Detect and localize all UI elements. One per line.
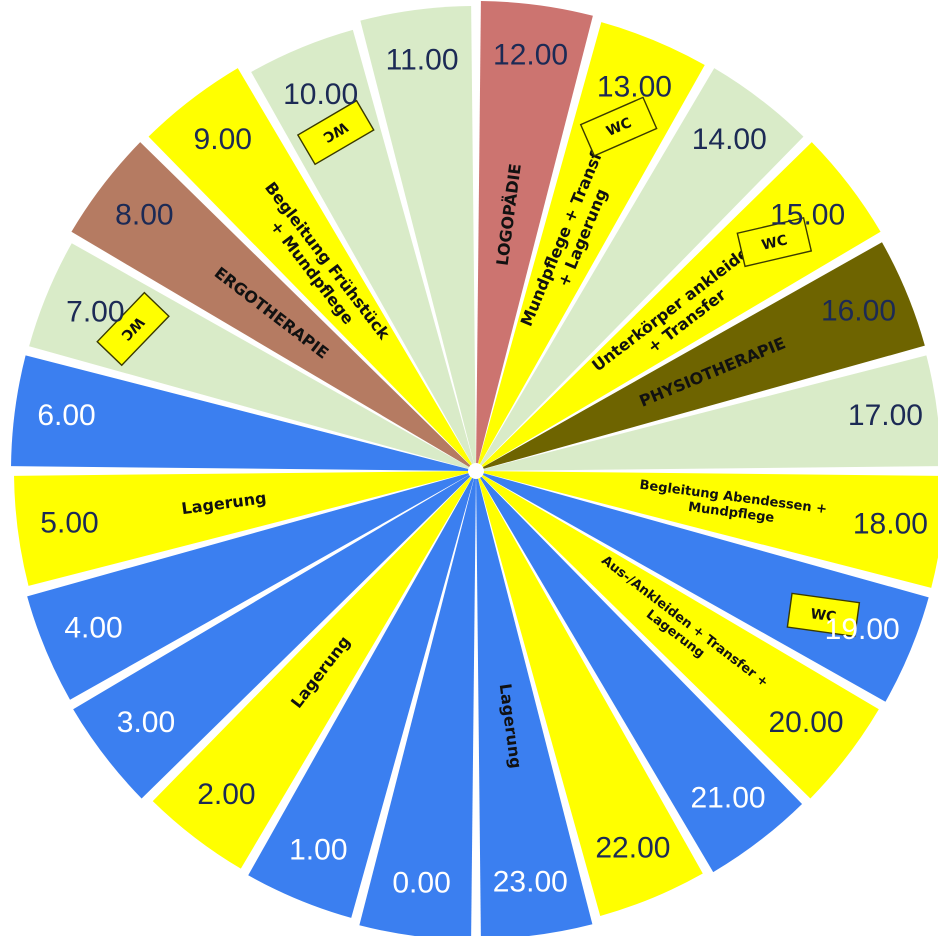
hour-label-14.00: 14.00 — [692, 123, 767, 156]
sector-17.00 — [479, 355, 938, 471]
sector-21.00 — [478, 473, 803, 873]
sector-22.00 — [477, 474, 703, 916]
hour-labels: 0.00 1.00 2.00 3.00 4.00 5.00 6.00 7.00 8.00 9.00… — [37, 38, 928, 899]
svg-text:WC: WC — [760, 232, 789, 253]
hour-label-1.00: 1.00 — [289, 834, 347, 867]
hour-label-17.00: 17.00 — [848, 399, 923, 432]
hour-label-3.00: 3.00 — [117, 706, 175, 739]
wc-markers: WC WC WC WC WC — [96, 96, 861, 638]
sector-2.00 — [152, 473, 474, 869]
sector-23.00 — [476, 474, 593, 936]
hour-label-9.00: 9.00 — [194, 123, 252, 156]
sector-11.00 — [360, 6, 476, 468]
sector-19.00 — [479, 472, 929, 702]
sector-18.00 — [479, 471, 938, 588]
wc-marker: WC — [579, 96, 658, 157]
hour-label-8.00: 8.00 — [115, 198, 173, 231]
hour-label-16.00: 16.00 — [821, 294, 896, 327]
svg-text:WC: WC — [809, 606, 837, 625]
wc-marker: WC — [296, 99, 375, 166]
hour-label-2.00: 2.00 — [197, 778, 255, 811]
hour-label-7.00: 7.00 — [66, 295, 124, 328]
wheel-hub — [468, 463, 484, 479]
sector-12.00 — [476, 1, 593, 468]
sector-1.00 — [248, 474, 475, 918]
sector-16.00 — [479, 242, 925, 470]
hour-label-19.00: 19.00 — [825, 613, 900, 646]
hour-label-18.00: 18.00 — [853, 507, 928, 540]
sector-14.00 — [478, 68, 804, 469]
hour-label-12.00: 12.00 — [493, 38, 568, 71]
sector-0.00 — [359, 474, 476, 936]
hour-label-4.00: 4.00 — [64, 611, 122, 644]
wc-marker: WC — [96, 291, 170, 367]
wc-marker: WC — [786, 592, 861, 638]
hour-label-5.00: 5.00 — [40, 506, 98, 539]
hour-label-10.00: 10.00 — [283, 78, 358, 111]
sector-9.00 — [148, 68, 474, 469]
hour-label-11.00: 11.00 — [386, 43, 459, 76]
sector-20.00 — [478, 473, 879, 799]
wheel-sectors — [11, 1, 938, 936]
sector-6.00 — [11, 355, 473, 471]
hour-label-20.00: 20.00 — [768, 706, 843, 739]
hour-label-13.00: 13.00 — [597, 70, 672, 103]
hour-label-23.00: 23.00 — [493, 865, 568, 898]
sector-3.00 — [73, 473, 474, 799]
sector-13.00 — [477, 22, 705, 468]
sector-5.00 — [14, 471, 473, 586]
hour-label-6.00: 6.00 — [37, 399, 95, 432]
hour-label-21.00: 21.00 — [690, 781, 765, 814]
hour-label-22.00: 22.00 — [595, 832, 670, 865]
hour-label-0.00: 0.00 — [392, 866, 450, 899]
sector-8.00 — [71, 142, 474, 469]
sector-4.00 — [27, 472, 473, 700]
wc-marker: WC — [736, 216, 813, 268]
hour-label-15.00: 15.00 — [770, 198, 845, 231]
